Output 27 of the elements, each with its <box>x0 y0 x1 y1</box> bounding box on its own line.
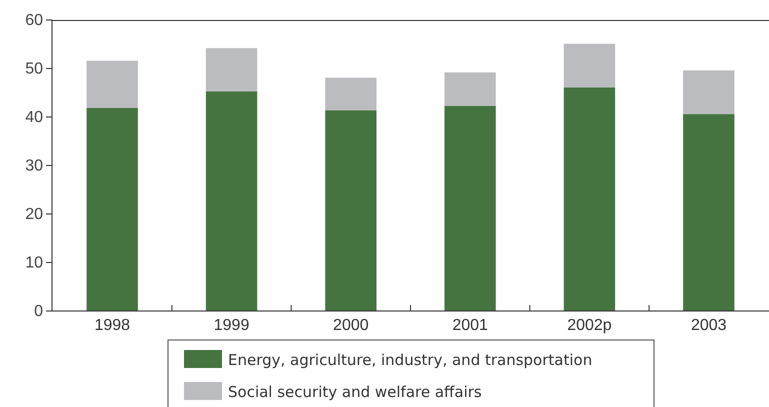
y-tick-label: 60 <box>25 12 44 30</box>
x-tick-label: 2002p <box>567 317 612 334</box>
y-tick-label: 40 <box>25 109 44 126</box>
y-tick-label: 50 <box>25 60 44 78</box>
bar <box>325 78 376 110</box>
bar <box>564 44 616 88</box>
y-tick-label: 10 <box>25 254 44 272</box>
bar <box>564 87 616 311</box>
bar <box>325 110 376 311</box>
x-tick-label: 2003 <box>690 317 727 334</box>
bar <box>86 60 138 108</box>
y-tick-label: 0 <box>34 303 44 320</box>
bar <box>444 106 496 311</box>
x-tick-label: 1998 <box>94 317 130 334</box>
legend-label: Energy, agriculture, industry, and transportation <box>228 351 592 369</box>
bar <box>206 48 258 92</box>
x-tick-label: 1999 <box>214 317 250 334</box>
y-tick-label: 20 <box>25 206 44 224</box>
bar <box>444 72 496 106</box>
x-tick-label: 2001 <box>452 317 488 334</box>
bar <box>206 91 258 311</box>
bar <box>683 70 734 114</box>
bar <box>683 114 734 311</box>
x-tick-label: 2000 <box>333 317 369 334</box>
y-tick-label: 30 <box>25 158 44 175</box>
legend-label: Social security and welfare affairs <box>228 383 482 401</box>
bar <box>86 108 138 311</box>
